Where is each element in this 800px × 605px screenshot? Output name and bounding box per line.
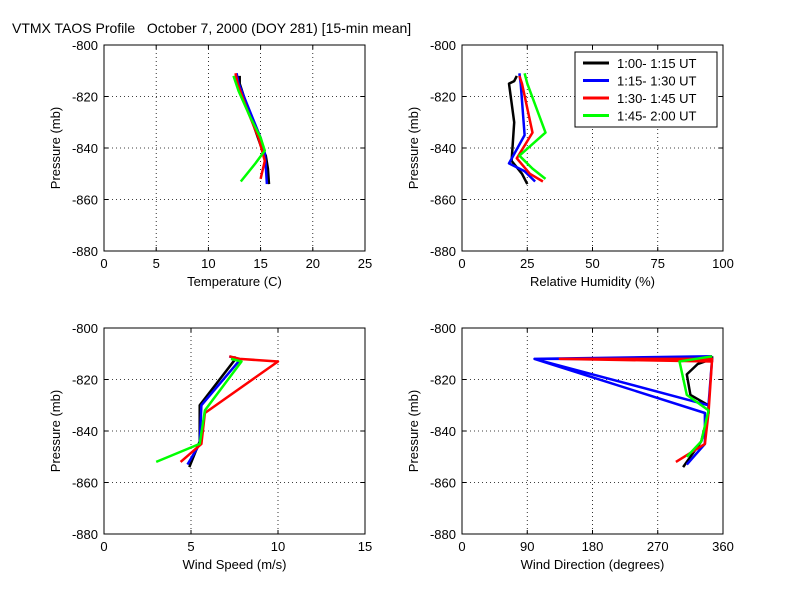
x-tick-label: 75 xyxy=(651,256,665,271)
legend-label: 1:45- 2:00 UT xyxy=(617,109,697,124)
x-tick-label: 90 xyxy=(520,539,534,554)
legend-label: 1:30- 1:45 UT xyxy=(617,91,697,106)
y-tick-label: -880 xyxy=(430,244,456,259)
y-tick-label: -840 xyxy=(72,424,98,439)
y-tick-label: -860 xyxy=(430,476,456,491)
y-tick-label: -840 xyxy=(430,141,456,156)
x-axis-label: Temperature (C) xyxy=(187,274,282,289)
y-axis-label: Pressure (mb) xyxy=(406,107,421,189)
y-tick-label: -800 xyxy=(430,321,456,336)
y-tick-label: -820 xyxy=(430,373,456,388)
x-tick-label: 360 xyxy=(712,539,734,554)
x-tick-label: 180 xyxy=(582,539,604,554)
chart-4: 0 90 180 270 360 -800 -820 -840 -860 -880 Wind Dir… xyxy=(406,321,734,572)
y-tick-label: -860 xyxy=(72,476,98,491)
x-tick-label: 10 xyxy=(271,539,285,554)
x-tick-label: 15 xyxy=(253,256,267,271)
x-axis-label: Relative Humidity (%) xyxy=(530,274,655,289)
series-line-4 xyxy=(232,75,267,183)
x-tick-label: 5 xyxy=(187,539,194,554)
x-tick-label: 270 xyxy=(647,539,669,554)
x-tick-label: 0 xyxy=(458,256,465,271)
y-tick-label: -800 xyxy=(430,38,456,53)
x-tick-label: 0 xyxy=(458,539,465,554)
y-axis-label: Pressure (mb) xyxy=(406,390,421,472)
y-tick-label: -880 xyxy=(72,244,98,259)
x-tick-label: 25 xyxy=(358,256,372,271)
x-axis-label: Wind Direction (degrees) xyxy=(521,557,665,572)
y-tick-label: -820 xyxy=(72,90,98,105)
y-tick-label: -820 xyxy=(430,90,456,105)
series-line-4 xyxy=(155,357,243,464)
series-line-3 xyxy=(515,75,544,183)
y-tick-label: -860 xyxy=(430,193,456,208)
x-tick-label: 50 xyxy=(585,256,599,271)
chart-2: 0 25 50 75 100 -800 -820 -840 -860 -880 Relative H… xyxy=(406,38,734,289)
chart-3: 0 5 10 15 -800 -820 -840 -860 -880 Wind Speed (m/… xyxy=(48,321,372,572)
x-tick-label: 5 xyxy=(153,256,160,271)
y-tick-label: -840 xyxy=(430,424,456,439)
series-line-3 xyxy=(179,355,280,463)
x-tick-label: 15 xyxy=(358,539,372,554)
x-tick-label: 20 xyxy=(306,256,320,271)
x-tick-label: 0 xyxy=(100,539,107,554)
series-line-1 xyxy=(507,75,529,185)
x-axis-label: Wind Speed (m/s) xyxy=(182,557,286,572)
y-tick-label: -800 xyxy=(72,321,98,336)
y-tick-label: -860 xyxy=(72,193,98,208)
series-line-3 xyxy=(234,73,267,180)
series-line-4 xyxy=(518,72,547,180)
figure-title: VTMX TAOS Profile October 7, 2000 (DOY 2… xyxy=(12,20,412,36)
legend: 1:00- 1:15 UT 1:15- 1:30 UT 1:30- 1:45 UT 1… xyxy=(574,51,718,128)
y-tick-label: -820 xyxy=(72,373,98,388)
legend-label: 1:00- 1:15 UT xyxy=(617,56,697,71)
y-tick-label: -880 xyxy=(72,527,98,542)
x-tick-label: 25 xyxy=(520,256,534,271)
y-axis-label: Pressure (mb) xyxy=(48,107,63,189)
legend-label: 1:15- 1:30 UT xyxy=(617,74,697,89)
series-line-4 xyxy=(678,355,713,458)
x-tick-label: 0 xyxy=(100,256,107,271)
x-tick-label: 10 xyxy=(201,256,215,271)
y-axis-label: Pressure (mb) xyxy=(48,390,63,472)
y-tick-label: -880 xyxy=(430,527,456,542)
series-line-3 xyxy=(558,357,714,463)
y-tick-label: -800 xyxy=(72,38,98,53)
chart-1: 0 5 10 15 20 25 -800 -820 -840 -860 -880 Temperatur… xyxy=(48,38,372,289)
x-tick-label: 100 xyxy=(712,256,734,271)
y-tick-label: -840 xyxy=(72,141,98,156)
